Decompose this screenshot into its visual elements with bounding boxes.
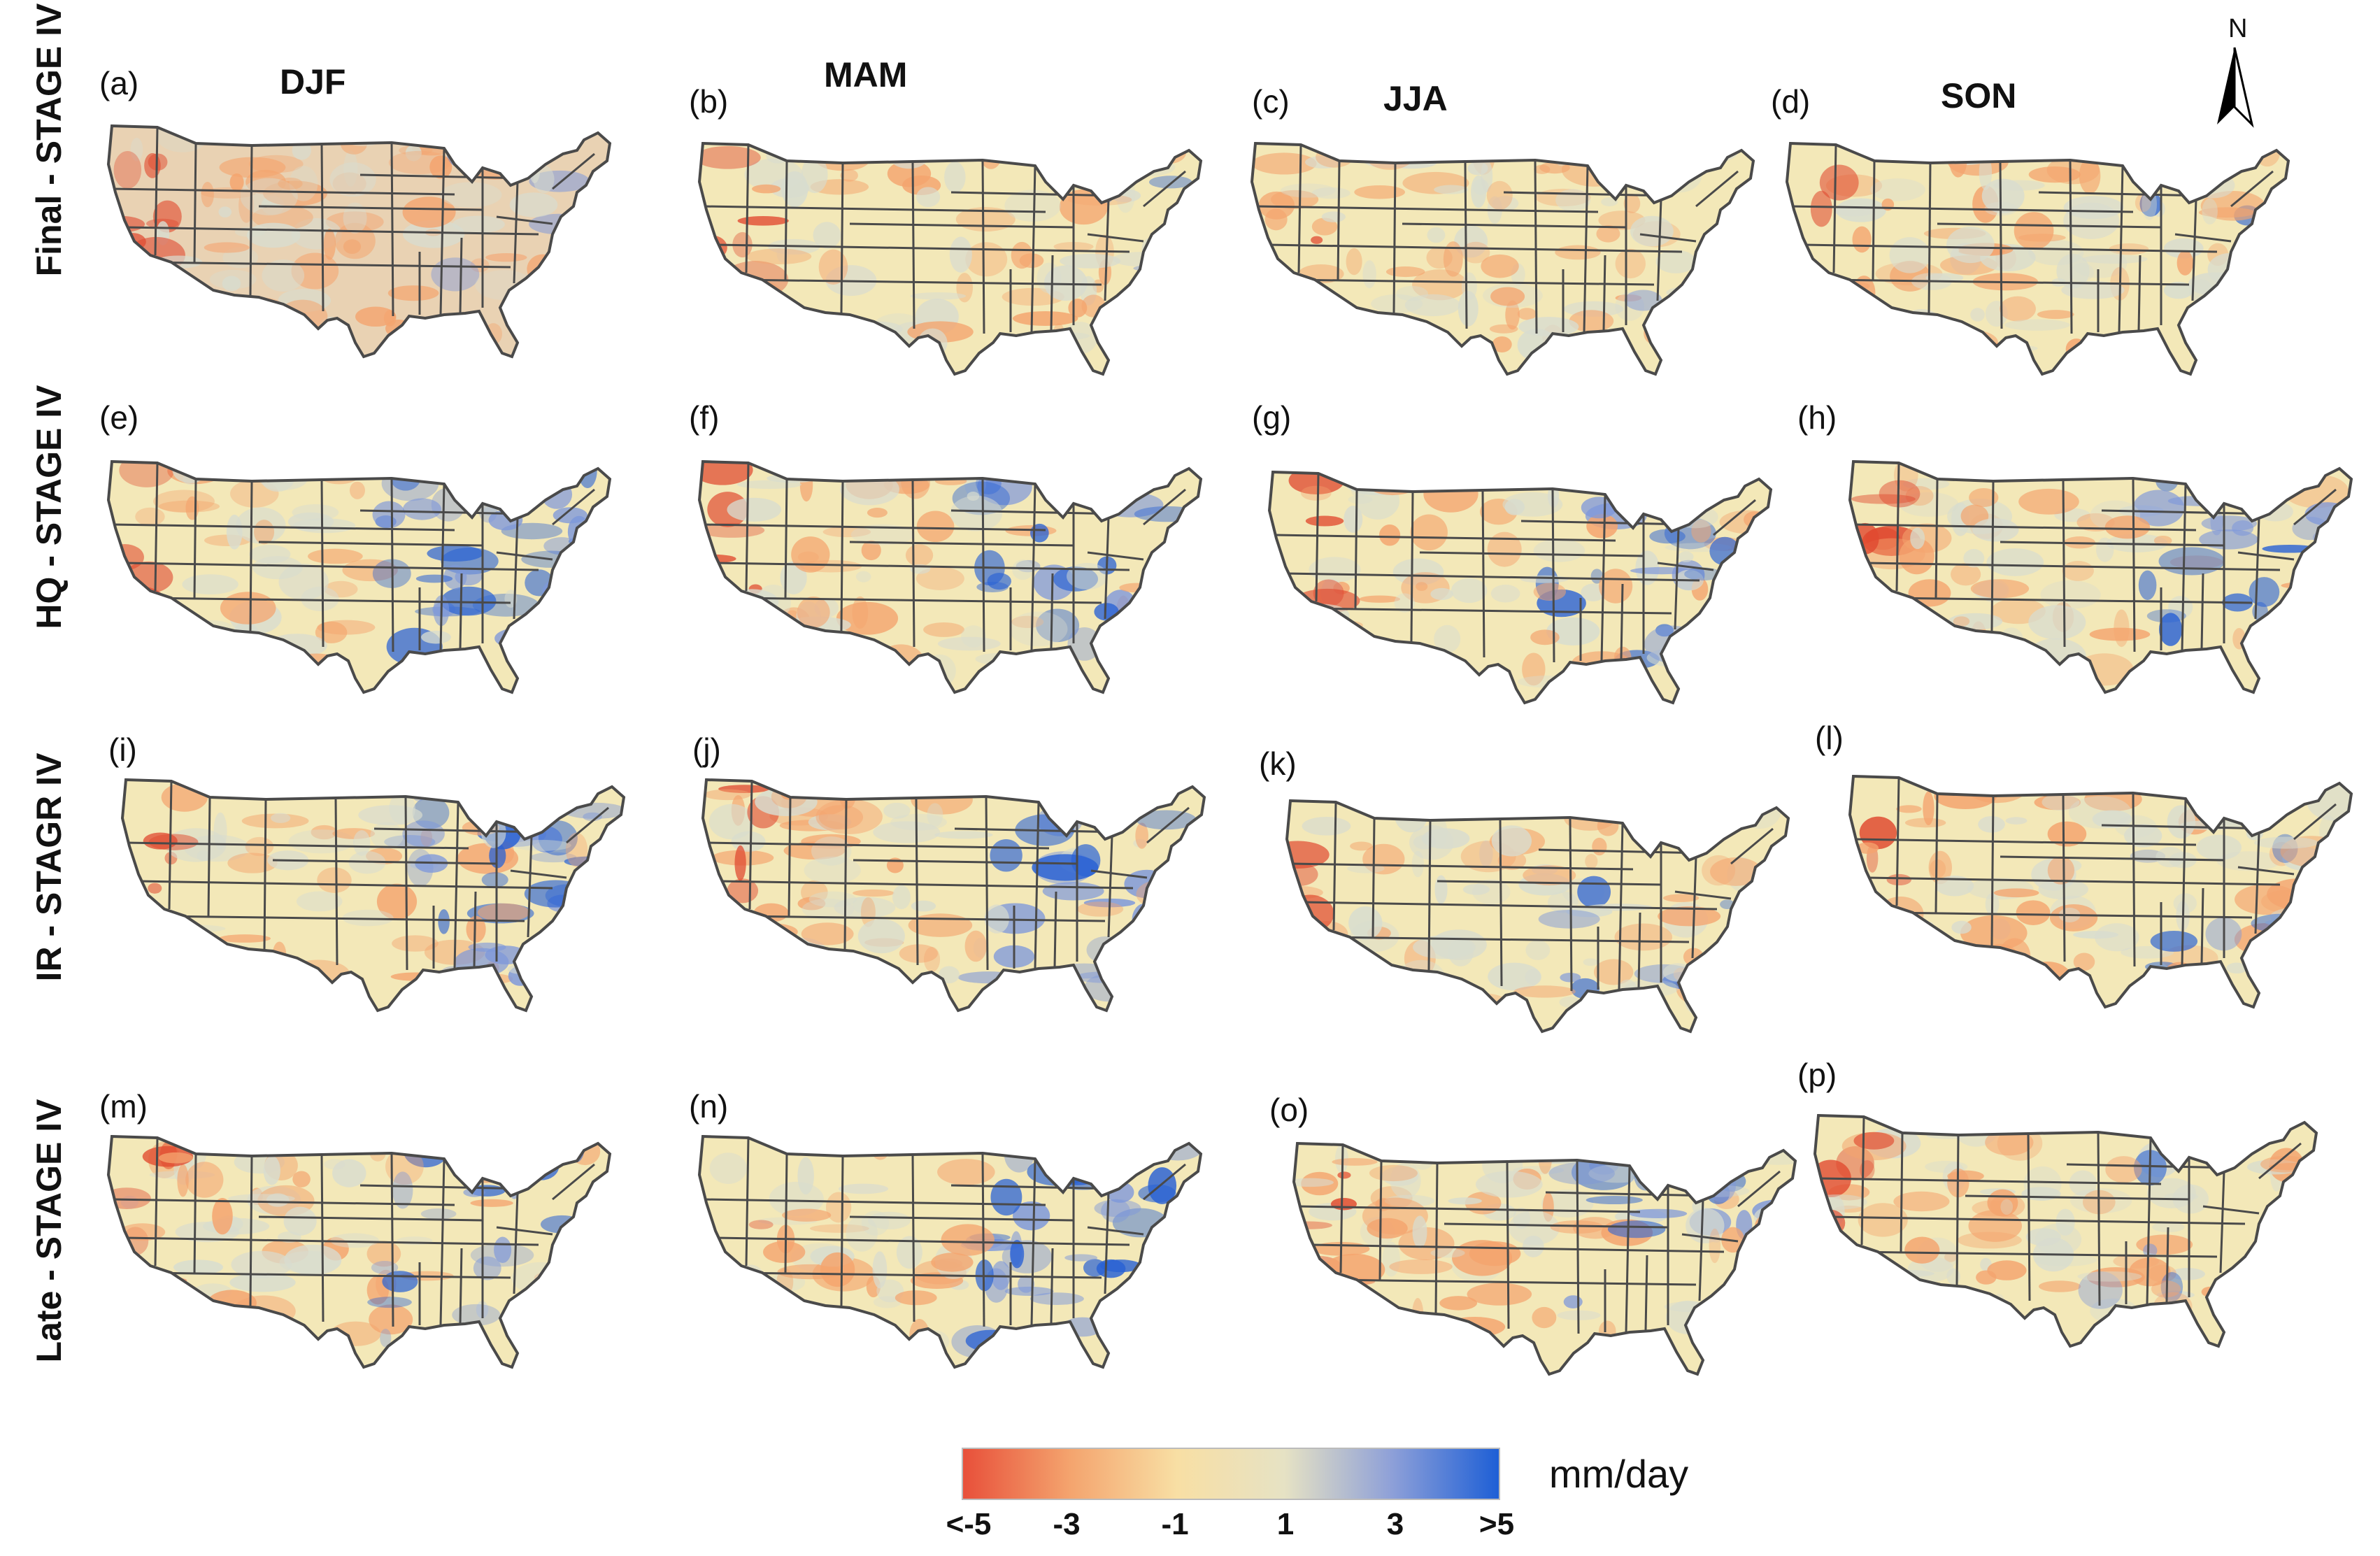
row-label-hq: HQ - STAGE IV bbox=[29, 385, 69, 629]
colorbar-units: mm/day bbox=[1549, 1452, 1689, 1496]
panel-letter-c: (c) bbox=[1252, 83, 1290, 120]
map-ir-jja bbox=[1285, 799, 1790, 1034]
map-hq-djf bbox=[106, 459, 612, 694]
panel-letter-j: (j) bbox=[692, 731, 721, 768]
map-ir-djf bbox=[120, 778, 626, 1013]
panel-letter-l: (l) bbox=[1815, 720, 1844, 756]
colorbar-tick: >5 bbox=[1478, 1507, 1515, 1541]
panel-letter-h: (h) bbox=[1797, 399, 1837, 436]
map-final-mam bbox=[697, 141, 1203, 376]
colorbar-tick: 3 bbox=[1386, 1507, 1404, 1541]
map-final-son bbox=[1785, 141, 2290, 376]
row-label-ir: IR - STAGR IV bbox=[29, 752, 69, 982]
panel-letter-n: (n) bbox=[689, 1088, 729, 1125]
panel-letter-k: (k) bbox=[1259, 745, 1297, 782]
colorbar-tick: -1 bbox=[1161, 1507, 1189, 1541]
panel-letter-b: (b) bbox=[689, 83, 729, 120]
map-ir-mam bbox=[701, 778, 1206, 1013]
north-label: N bbox=[2228, 14, 2248, 43]
panel-letter-d: (d) bbox=[1771, 83, 1811, 120]
map-late-jja bbox=[1292, 1141, 1797, 1376]
map-hq-jja bbox=[1267, 470, 1773, 705]
panel-letter-p: (p) bbox=[1797, 1057, 1837, 1093]
panel-letter-m: (m) bbox=[99, 1088, 148, 1125]
season-son: SON bbox=[1941, 76, 2017, 115]
map-late-djf bbox=[106, 1134, 612, 1369]
season-mam: MAM bbox=[824, 55, 908, 94]
panel-letter-f: (f) bbox=[689, 399, 720, 436]
map-hq-mam bbox=[697, 459, 1203, 694]
map-ir-son bbox=[1848, 774, 2353, 1009]
season-jja: JJA bbox=[1383, 79, 1448, 118]
season-djf: DJF bbox=[280, 62, 346, 101]
map-late-son bbox=[1813, 1113, 2318, 1348]
panel-letter-o: (o) bbox=[1269, 1092, 1309, 1128]
panel-letter-a: (a) bbox=[99, 65, 139, 101]
north-arrow-icon bbox=[2217, 47, 2254, 128]
row-label-late: Late - STAGE IV bbox=[29, 1099, 69, 1363]
panel-letter-e: (e) bbox=[99, 399, 139, 436]
panel-letter-i: (i) bbox=[108, 731, 137, 768]
colorbar-tick: 1 bbox=[1276, 1507, 1295, 1541]
colorbar-tick: <-5 bbox=[946, 1507, 992, 1541]
row-label-final: Final - STAGE IV bbox=[29, 3, 69, 277]
map-hq-son bbox=[1848, 459, 2353, 694]
map-final-jja bbox=[1250, 141, 1755, 376]
map-late-mam bbox=[697, 1134, 1203, 1369]
panel-letter-g: (g) bbox=[1252, 399, 1292, 436]
colorbar-tick: -3 bbox=[1053, 1507, 1081, 1541]
colorbar bbox=[962, 1448, 1500, 1500]
map-final-djf bbox=[106, 124, 612, 359]
